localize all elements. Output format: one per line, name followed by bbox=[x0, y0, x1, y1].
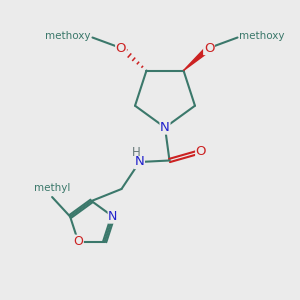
Text: O: O bbox=[196, 145, 206, 158]
Text: N: N bbox=[108, 210, 118, 223]
Text: methyl: methyl bbox=[34, 182, 70, 193]
Text: N: N bbox=[160, 121, 170, 134]
Text: H: H bbox=[132, 146, 141, 159]
Text: O: O bbox=[204, 41, 214, 55]
Polygon shape bbox=[184, 46, 211, 70]
Text: N: N bbox=[135, 155, 144, 169]
Text: methoxy: methoxy bbox=[239, 31, 284, 41]
Text: O: O bbox=[73, 235, 83, 248]
Text: O: O bbox=[116, 41, 126, 55]
Text: methoxy: methoxy bbox=[46, 31, 91, 41]
